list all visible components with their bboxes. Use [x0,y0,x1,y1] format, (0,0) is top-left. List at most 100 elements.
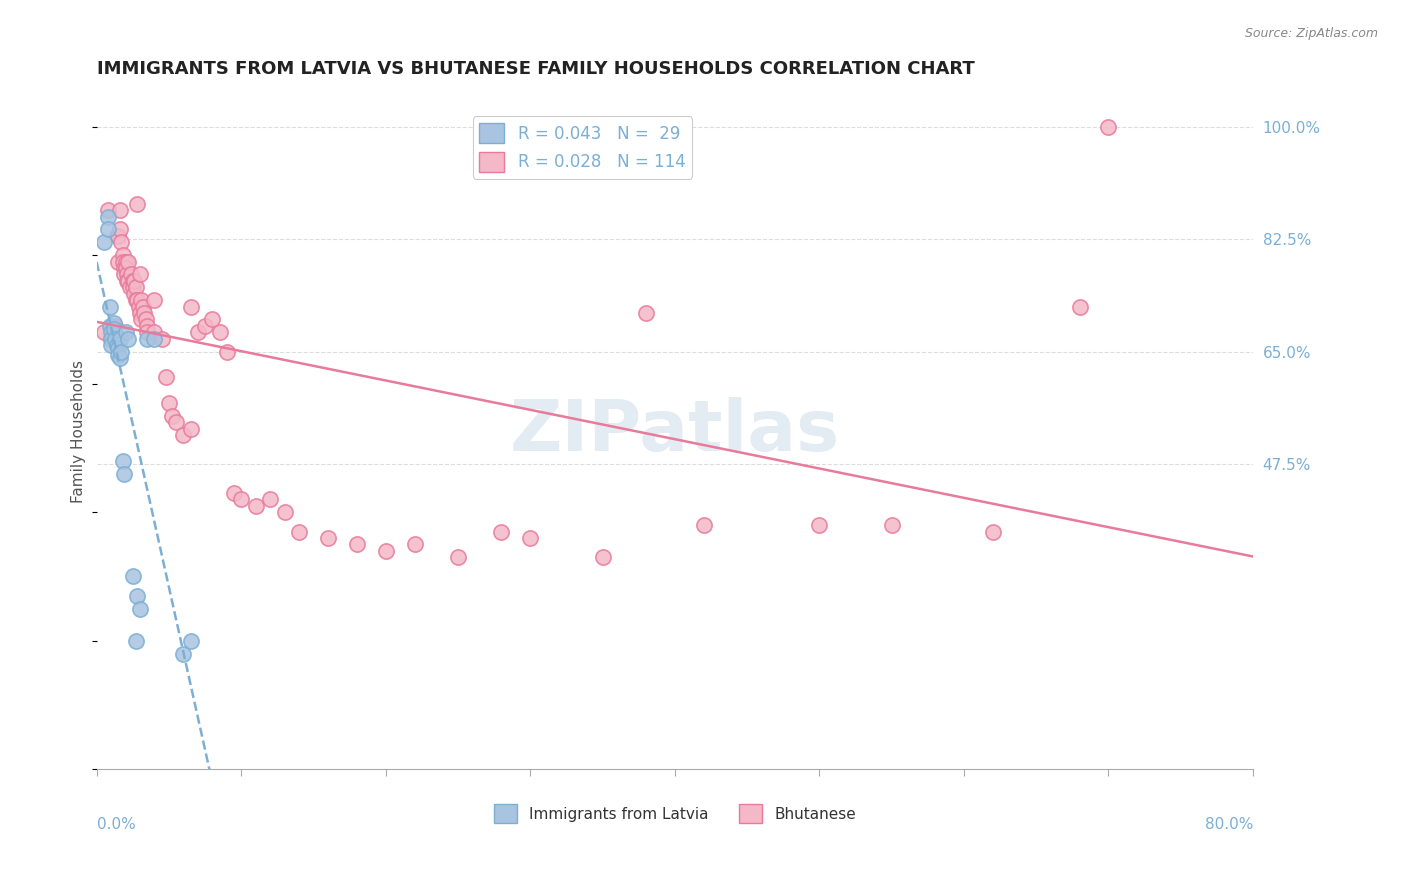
Y-axis label: Family Households: Family Households [72,360,86,503]
Point [131,293,153,307]
Point [187,325,209,339]
Point [122,274,145,288]
Point [127,293,149,307]
Point [194,318,217,333]
Point [122,286,145,301]
Point [103,325,125,339]
Point [120,268,142,282]
Point [125,633,148,648]
Text: Source: ZipAtlas.com: Source: ZipAtlas.com [1244,27,1378,40]
Point [115,274,138,288]
Point [157,396,180,410]
Point [110,344,132,359]
Point [100,338,122,352]
Point [143,293,166,307]
Point [104,318,127,333]
Point [121,569,143,583]
Point [143,332,166,346]
Point [111,248,134,262]
Point [111,454,134,468]
Point [172,647,194,661]
Point [136,325,159,339]
Point [105,228,128,243]
Point [111,254,134,268]
Point [346,537,368,551]
Point [143,325,166,339]
Point [103,316,125,330]
Point [180,633,202,648]
Point [114,260,136,275]
Point [97,203,120,218]
Text: ZIPatlas: ZIPatlas [510,397,839,467]
Point [981,524,1004,539]
Point [693,518,716,533]
Point [112,268,135,282]
Point [129,268,152,282]
Point [114,254,136,268]
Point [128,300,150,314]
Point [112,467,135,481]
Point [404,537,426,551]
Legend: Immigrants from Latvia, Bhutanese: Immigrants from Latvia, Bhutanese [488,798,862,830]
Point [129,601,152,615]
Point [117,274,139,288]
Point [100,332,122,346]
Point [880,518,903,533]
Point [108,351,131,365]
Point [104,332,127,346]
Point [105,338,128,352]
Point [117,332,139,346]
Point [172,428,194,442]
Text: 80.0%: 80.0% [1205,816,1253,831]
Point [121,274,143,288]
Point [215,344,238,359]
Point [131,312,153,326]
Point [129,306,152,320]
Point [93,325,115,339]
Point [273,505,295,519]
Point [98,318,121,333]
Point [100,332,122,346]
Point [108,222,131,236]
Point [93,235,115,250]
Point [491,524,513,539]
Point [114,325,136,339]
Point [127,196,149,211]
Point [103,322,125,336]
Point [107,348,129,362]
Point [127,589,149,603]
Point [222,486,245,500]
Point [634,306,657,320]
Point [259,492,281,507]
Point [180,422,202,436]
Point [97,222,120,236]
Point [97,210,120,224]
Text: IMMIGRANTS FROM LATVIA VS BHUTANESE FAMILY HOUSEHOLDS CORRELATION CHART: IMMIGRANTS FROM LATVIA VS BHUTANESE FAMI… [97,60,974,78]
Point [180,300,202,314]
Point [165,415,187,429]
Point [115,268,138,282]
Point [374,543,396,558]
Point [135,312,157,326]
Text: 0.0%: 0.0% [97,816,135,831]
Point [132,300,155,314]
Point [125,280,148,294]
Point [107,254,129,268]
Point [134,306,156,320]
Point [519,531,541,545]
Point [136,332,159,346]
Point [108,332,131,346]
Point [1097,120,1119,134]
Point [316,531,339,545]
Point [136,318,159,333]
Point [231,492,253,507]
Point [107,341,129,355]
Point [110,235,132,250]
Point [100,325,122,339]
Point [117,254,139,268]
Point [1069,300,1091,314]
Point [108,203,131,218]
Point [592,550,614,565]
Point [125,293,148,307]
Point [201,312,224,326]
